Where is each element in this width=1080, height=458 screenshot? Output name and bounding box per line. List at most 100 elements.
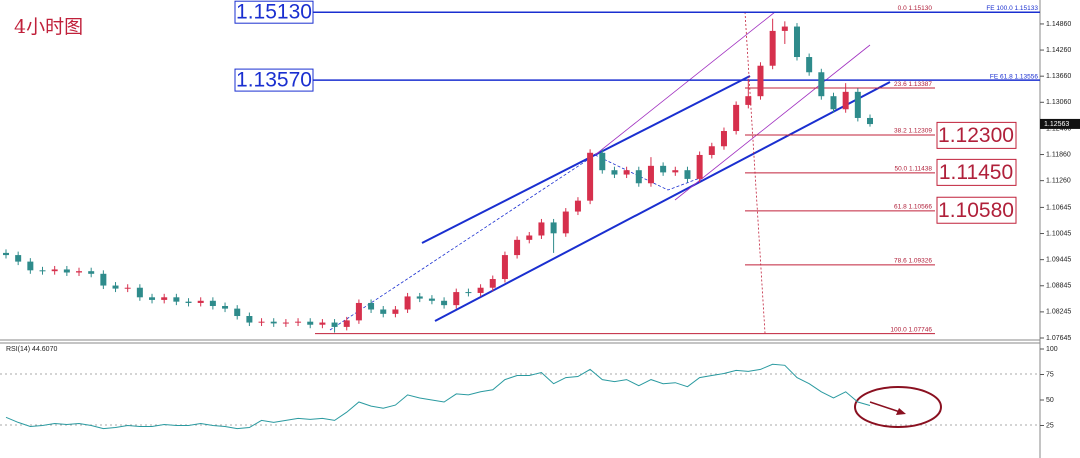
candle-body — [708, 146, 715, 155]
candle-body — [733, 104, 740, 132]
candle-body — [830, 96, 837, 110]
candle-body — [416, 296, 423, 299]
candle-body — [489, 279, 496, 288]
candle-body — [745, 96, 752, 105]
y-tick-label: 1.13660 — [1046, 73, 1071, 80]
candle-body — [185, 301, 192, 303]
candle-body — [197, 300, 204, 303]
fib-label: 38.2 1.12309 — [894, 128, 932, 135]
candle-body — [720, 131, 727, 147]
candle-body — [343, 320, 350, 327]
candle-body — [209, 300, 216, 307]
rsi-label: RSI(14) 44.6070 — [6, 346, 57, 353]
candle-body — [51, 269, 58, 272]
candle-body — [136, 287, 143, 298]
candle-body — [149, 297, 156, 300]
highlight-ellipse — [854, 386, 942, 428]
candle-body — [514, 239, 521, 256]
y-tick-label: 1.08245 — [1046, 309, 1071, 316]
rsi-tick-label: 50 — [1046, 397, 1054, 404]
candle-body — [88, 271, 95, 274]
candle-body — [818, 72, 825, 97]
y-tick-label: 1.14260 — [1046, 47, 1071, 54]
rsi-line — [5, 363, 871, 430]
candle-body — [587, 152, 594, 201]
y-tick-label: 1.09445 — [1046, 256, 1071, 263]
candle-body — [538, 222, 545, 236]
candle-body — [623, 170, 630, 175]
key-level-box — [936, 158, 1017, 186]
candle-body — [672, 170, 679, 173]
candle-body — [477, 287, 484, 293]
candle-body — [806, 57, 813, 73]
candle-body — [307, 321, 314, 325]
candle-body — [647, 165, 654, 184]
candle-body — [368, 302, 375, 310]
channel-thin — [594, 11, 776, 156]
key-level-box — [234, 68, 314, 92]
candle-body — [781, 26, 788, 31]
candle-body — [392, 309, 399, 314]
rsi-tick-label: 75 — [1046, 371, 1054, 378]
candle-body — [404, 296, 411, 310]
candle-body — [100, 273, 107, 286]
fe-label: FE 61.8 1.13556 — [990, 73, 1038, 80]
candle-body — [161, 297, 168, 300]
candle-body — [380, 309, 387, 314]
key-level-label: 1.15130 — [236, 1, 312, 24]
fib-label: 50.0 1.11438 — [895, 166, 933, 173]
candle-body — [867, 117, 873, 125]
candle-body — [453, 292, 460, 306]
key-level-box — [936, 121, 1017, 149]
arrow — [869, 401, 901, 413]
y-tick-label: 1.11860 — [1046, 151, 1071, 158]
key-level-box — [234, 0, 314, 24]
fib-label: 61.8 1.10566 — [894, 204, 932, 211]
candle-body — [635, 170, 642, 184]
candle-body — [124, 287, 131, 289]
candle-body — [258, 321, 265, 323]
candle-body — [173, 297, 180, 302]
candle-body — [842, 91, 849, 110]
arrow-head — [896, 408, 906, 415]
rsi-tick-label: 25 — [1046, 422, 1054, 429]
candle-body — [611, 170, 618, 175]
candle-body — [428, 298, 435, 301]
candle-body — [501, 255, 508, 280]
y-tick-label: 1.07645 — [1046, 335, 1071, 342]
candle-body — [331, 322, 338, 327]
candle-body — [76, 271, 83, 273]
key-level-label: 1.12300 — [938, 124, 1014, 147]
candle-body — [112, 285, 119, 289]
candle-body — [526, 235, 533, 240]
candle-body — [15, 255, 22, 262]
chart-title: 4小时图 — [14, 16, 83, 38]
key-level-box — [936, 196, 1017, 224]
y-tick-label: 1.08845 — [1046, 283, 1071, 290]
candle-body — [599, 152, 606, 171]
projection-line — [594, 154, 701, 191]
y-tick-label: 1.10645 — [1046, 204, 1071, 211]
rsi-tick-label: 100 — [1046, 346, 1058, 353]
candle-body — [355, 302, 362, 321]
y-tick-label: 1.11260 — [1046, 177, 1071, 184]
candle-body — [270, 321, 277, 324]
fib-label: 23.6 1.13387 — [894, 81, 932, 88]
current-price-label: 1.12563 — [1044, 121, 1069, 128]
candle-body — [696, 154, 703, 179]
candle-body — [684, 170, 691, 179]
projection-line — [329, 154, 596, 331]
current-price-box — [1040, 118, 1080, 129]
y-tick-label: 1.10045 — [1046, 230, 1071, 237]
candle-body — [854, 91, 861, 118]
fib-label: 78.6 1.09326 — [894, 258, 932, 265]
candle-body — [757, 65, 764, 97]
candle-body — [441, 300, 448, 306]
candle-body — [282, 322, 289, 324]
key-level-label: 1.10580 — [938, 199, 1014, 222]
fib-label: 100.0 1.07746 — [890, 326, 932, 333]
y-tick-label: 1.14860 — [1046, 21, 1071, 28]
candle-body — [465, 292, 472, 294]
candle-body — [562, 211, 569, 234]
candle-body — [550, 222, 557, 234]
